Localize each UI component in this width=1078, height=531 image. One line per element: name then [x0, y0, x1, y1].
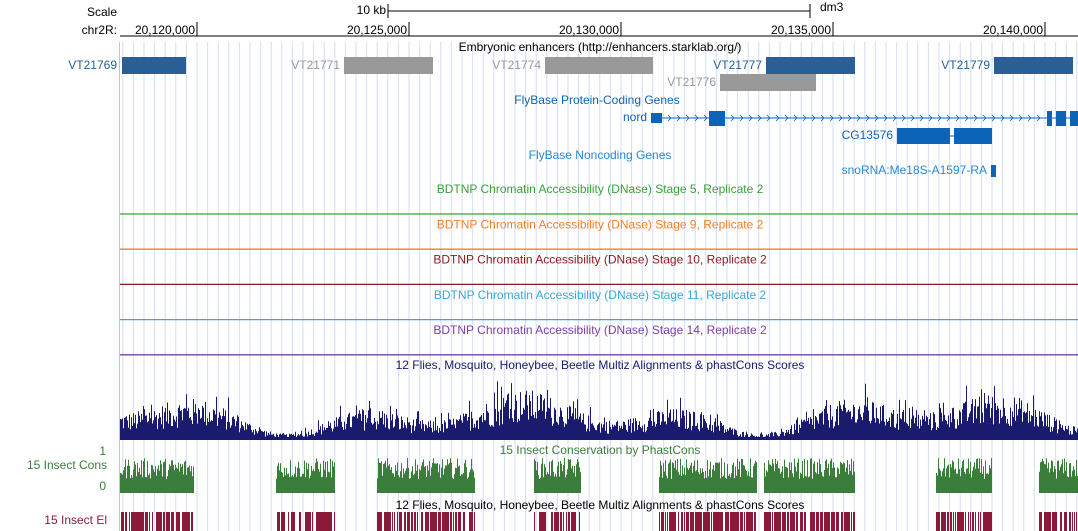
exon	[897, 128, 950, 144]
strand-arrow	[694, 114, 699, 122]
track-title: BDTNP Chromatin Accessibility (DNase) St…	[437, 217, 764, 231]
strand-arrow	[919, 114, 924, 122]
enhancer	[994, 57, 1073, 74]
strand-arrow	[820, 114, 825, 122]
track-title: FlyBase Noncoding Genes	[529, 148, 672, 162]
strand-arrow	[1009, 114, 1014, 122]
strand-arrow	[946, 114, 951, 122]
enhancer	[766, 57, 855, 74]
enhancer-label: VT21776	[667, 75, 716, 89]
ruler-tick-label: 20,120,000	[135, 23, 195, 37]
strand-arrow	[793, 114, 798, 122]
strand-arrow	[964, 114, 969, 122]
track-title: Embryonic enhancers (http://enhancers.st…	[459, 40, 742, 54]
strand-arrow	[838, 114, 843, 122]
strand-arrow	[703, 114, 708, 122]
track-title: BDTNP Chromatin Accessibility (DNase) St…	[433, 323, 767, 337]
ruler-tick-label: 20,125,000	[347, 23, 407, 37]
enhancer	[344, 57, 433, 74]
axis-label: 1	[99, 444, 106, 458]
strand-arrow	[766, 114, 771, 122]
gene-label: CG13576	[842, 128, 894, 142]
strand-arrow	[991, 114, 996, 122]
strand-arrow	[1018, 114, 1023, 122]
ruler-tick-label: 20,130,000	[559, 23, 619, 37]
strand-arrow	[910, 114, 915, 122]
strand-arrow	[775, 114, 780, 122]
strand-arrow	[928, 114, 933, 122]
exon	[1047, 111, 1052, 126]
track-label: 15 Insect Cons	[27, 458, 107, 472]
exon	[709, 111, 725, 126]
label: chr2R:	[82, 23, 117, 37]
track-title: FlyBase Protein-Coding Genes	[514, 93, 679, 107]
strand-arrow	[856, 114, 861, 122]
strand-arrow	[730, 114, 735, 122]
track-title: 12 Flies, Mosquito, Honeybee, Beetle Mul…	[396, 498, 805, 512]
strand-arrow	[748, 114, 753, 122]
gene-label: nord	[623, 110, 647, 124]
enhancer-label: VT21771	[291, 58, 340, 72]
exon	[651, 113, 662, 123]
track-title: 15 Insect Conservation by PhastCons	[500, 443, 701, 457]
enhancer	[720, 74, 816, 91]
label: Scale	[87, 5, 117, 19]
conservation-signal	[120, 458, 1078, 493]
gene-label: snoRNA:Me18S-A1597-RA	[842, 163, 987, 177]
enhancer-label: VT21777	[713, 58, 762, 72]
track-title: BDTNP Chromatin Accessibility (DNase) St…	[434, 288, 767, 302]
exon	[1070, 111, 1078, 126]
element-bars	[121, 512, 1077, 531]
enhancer-label: VT21774	[492, 58, 541, 72]
strand-arrow	[955, 114, 960, 122]
label: dm3	[820, 0, 844, 14]
strand-arrow	[874, 114, 879, 122]
track-title: BDTNP Chromatin Accessibility (DNase) St…	[433, 253, 767, 267]
strand-arrow	[802, 114, 807, 122]
axis-label: 0	[99, 479, 106, 493]
ruler-tick-label: 20,140,000	[983, 23, 1043, 37]
strand-arrow	[757, 114, 762, 122]
enhancer	[545, 57, 653, 74]
enhancer-label: VT21769	[68, 58, 117, 72]
strand-arrow	[784, 114, 789, 122]
strand-arrow	[739, 114, 744, 122]
label: 10 kb	[357, 3, 387, 17]
strand-arrow	[847, 114, 852, 122]
multiz-signal	[120, 381, 1078, 440]
strand-arrow	[982, 114, 987, 122]
track-title: 12 Flies, Mosquito, Honeybee, Beetle Mul…	[396, 358, 805, 372]
strand-arrow	[865, 114, 870, 122]
strand-arrow	[667, 114, 672, 122]
strand-arrow	[676, 114, 681, 122]
enhancer	[122, 57, 186, 74]
ruler-tick-label: 20,135,000	[771, 23, 831, 37]
enhancer-label: VT21779	[941, 58, 990, 72]
strand-arrow	[973, 114, 978, 122]
strand-arrow	[829, 114, 834, 122]
exon	[991, 165, 996, 177]
strand-arrow	[685, 114, 690, 122]
strand-arrow	[901, 114, 906, 122]
track-title: BDTNP Chromatin Accessibility (DNase) St…	[437, 182, 764, 196]
strand-arrow	[1027, 114, 1032, 122]
track-label: 15 Insect El	[44, 513, 107, 527]
strand-arrow	[811, 114, 816, 122]
strand-arrow	[937, 114, 942, 122]
strand-arrow	[892, 114, 897, 122]
exon	[954, 128, 992, 144]
strand-arrow	[1000, 114, 1005, 122]
exon	[1056, 111, 1066, 126]
strand-arrow	[883, 114, 888, 122]
strand-arrow	[1036, 114, 1041, 122]
